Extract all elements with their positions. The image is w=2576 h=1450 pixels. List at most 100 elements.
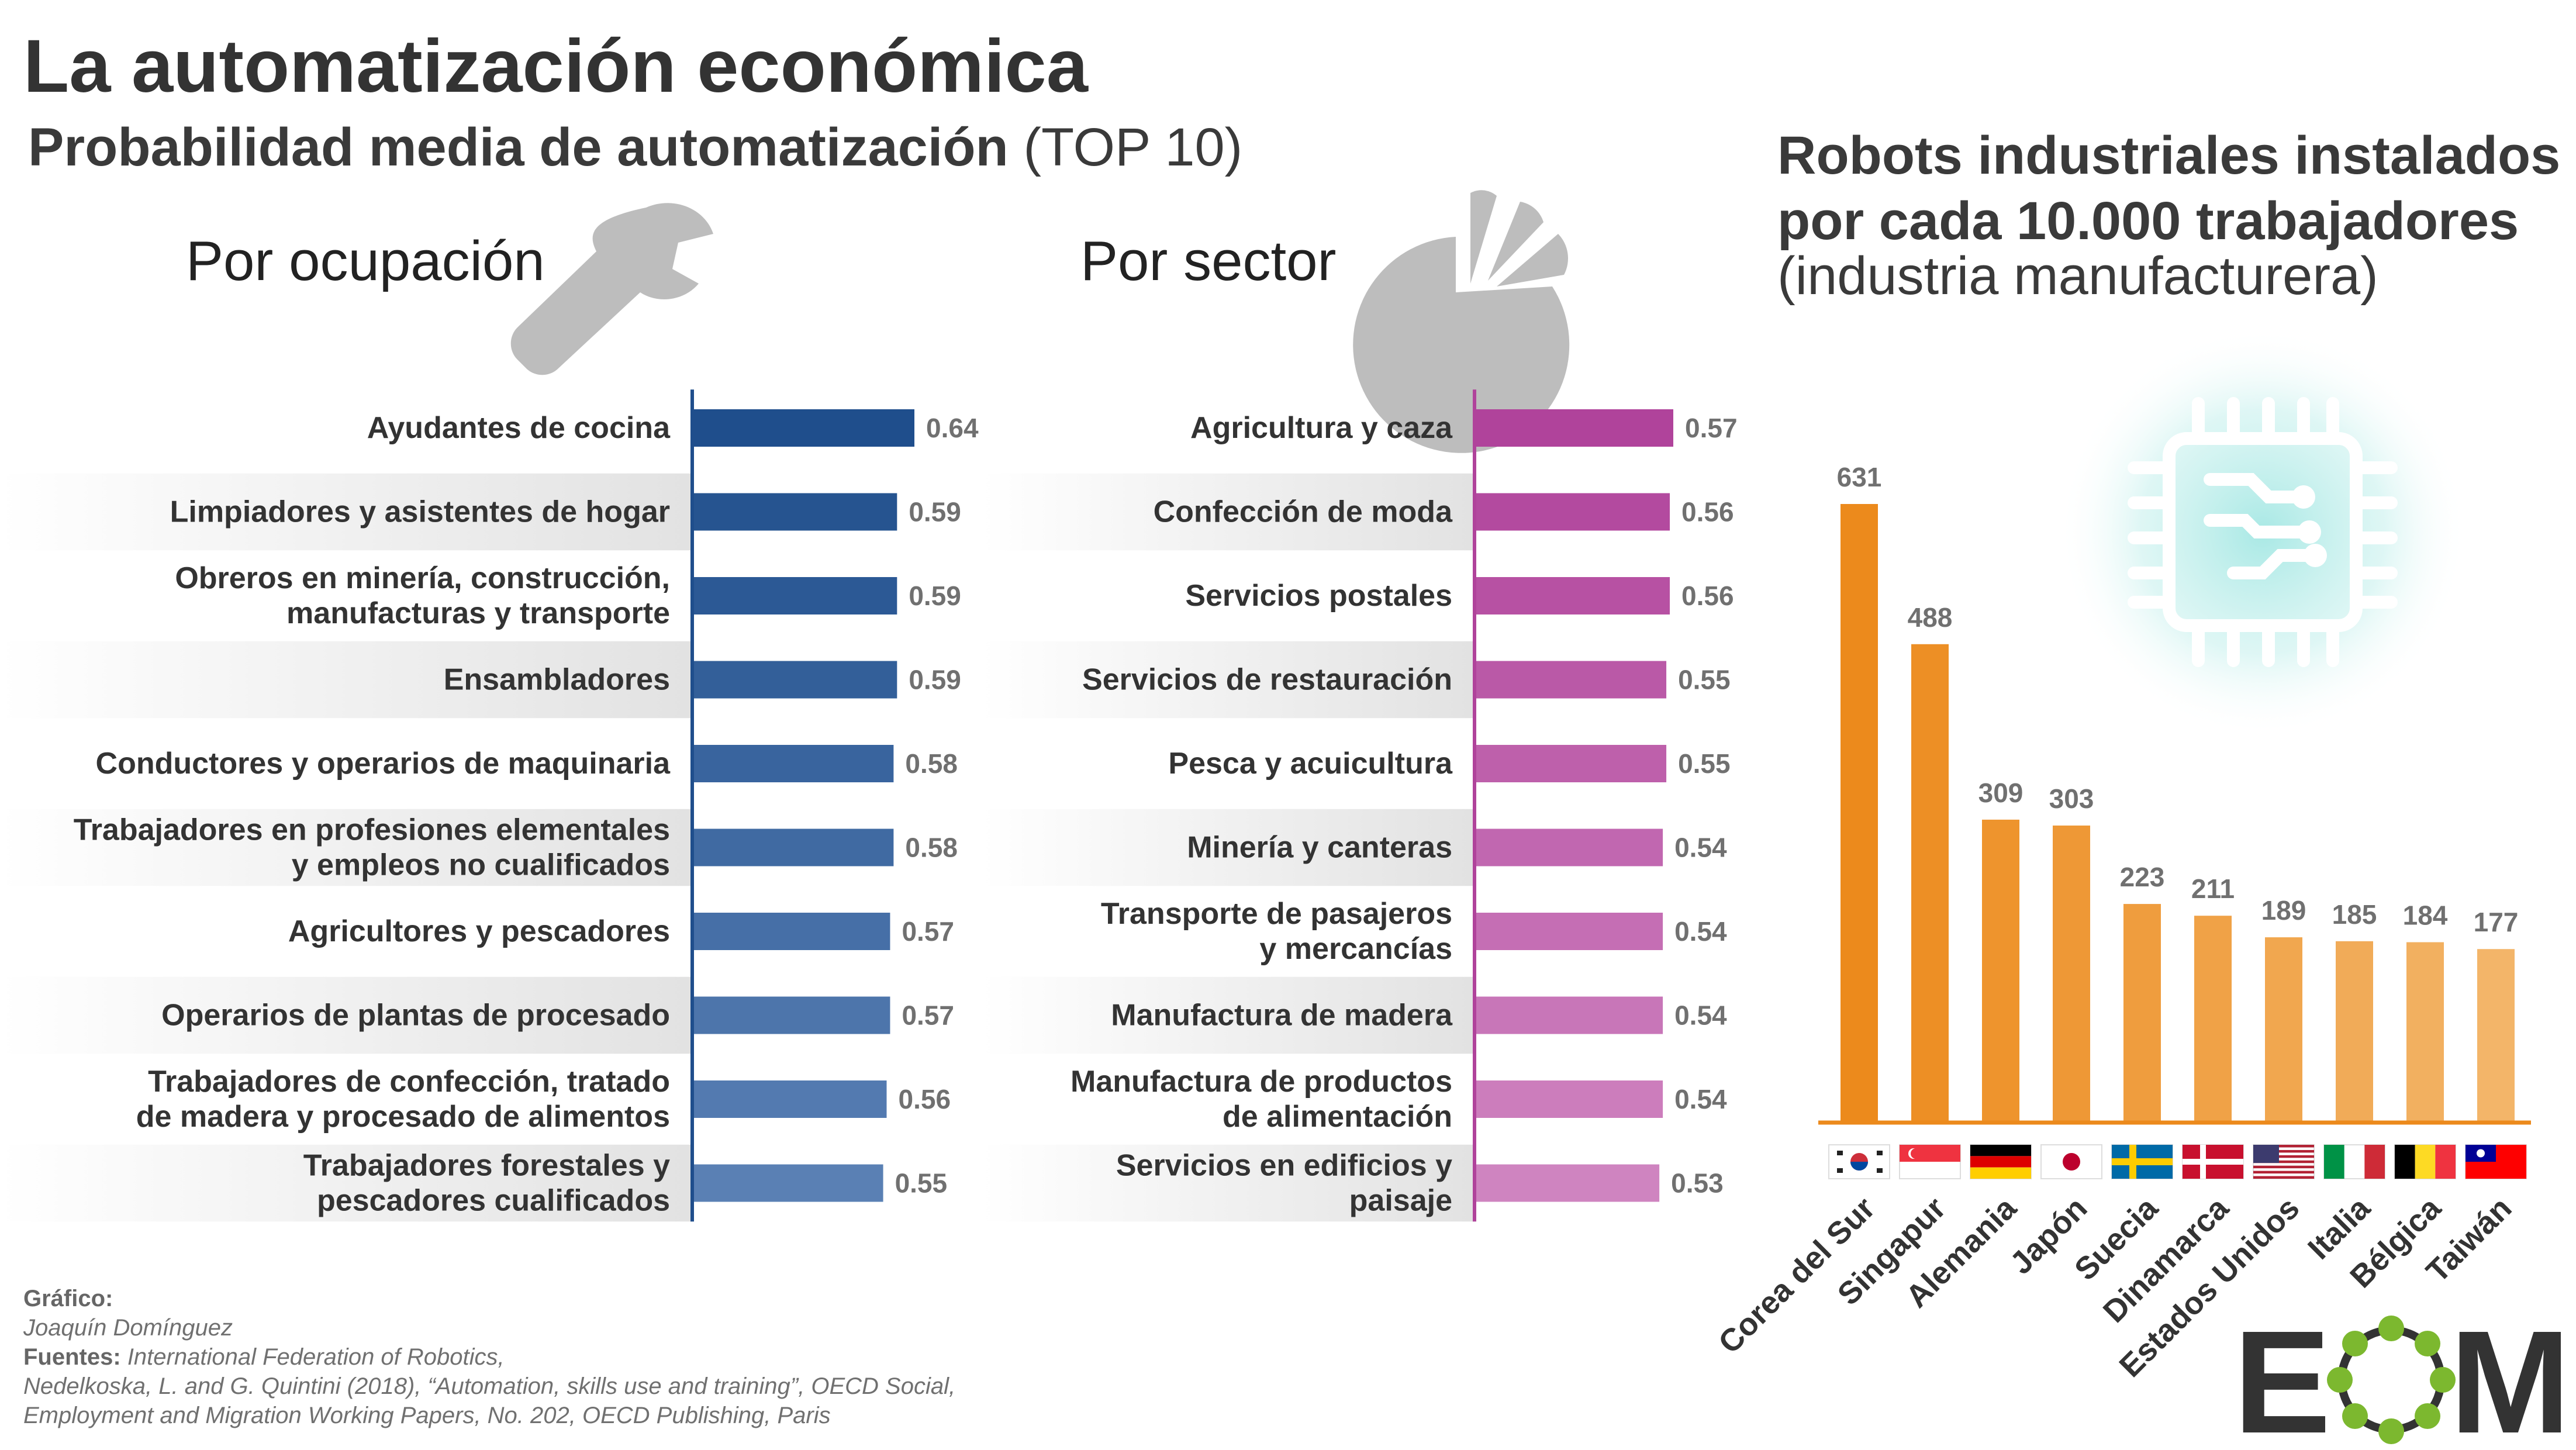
tw-flag-icon	[2465, 1144, 2527, 1179]
bar	[1475, 1164, 1660, 1202]
category-label: Ayudantes de cocina	[367, 411, 671, 445]
dk-flag-icon	[2182, 1144, 2244, 1179]
category-label: Minería y canteras	[1187, 831, 1452, 865]
category-label: Confección de moda	[1154, 495, 1453, 529]
value-label: 631	[1837, 462, 1882, 492]
sector-section-label: Por sector	[1080, 230, 1337, 292]
value-label: 0.59	[909, 497, 961, 527]
bar	[692, 493, 897, 531]
se-flag-icon	[2111, 1144, 2173, 1179]
value-label: 0.59	[909, 581, 961, 611]
it-flag-icon	[2323, 1144, 2385, 1179]
row-band	[982, 1144, 1475, 1222]
graphic-author: Joaquín Domínguez	[23, 1315, 233, 1341]
value-label: 0.59	[909, 665, 961, 695]
bar	[1475, 828, 1663, 866]
sources-line3: Employment and Migration Working Papers,…	[23, 1403, 831, 1428]
value-label: 0.55	[1678, 748, 1731, 779]
category-label: Servicios en edificios y	[1116, 1149, 1452, 1183]
page-title: La automatización económica	[23, 25, 1088, 108]
chart-subtitle: Probabilidad media de automatización (TO…	[28, 117, 1242, 178]
bar	[692, 1164, 883, 1202]
category-label: Trabajadores en profesiones elementales	[74, 813, 670, 847]
bar	[1475, 661, 1667, 699]
value-label: 0.55	[1678, 665, 1731, 695]
category-label: Manufactura de productos	[1071, 1065, 1452, 1099]
value-label: 184	[2403, 900, 2448, 930]
row-band	[982, 473, 1475, 551]
bar	[1475, 745, 1667, 782]
bar	[2194, 916, 2232, 1123]
be-flag-icon	[2394, 1144, 2456, 1179]
bar	[1911, 644, 1949, 1123]
bar	[2477, 949, 2515, 1123]
value-label: 211	[2191, 874, 2235, 904]
eom-logo: E M	[2233, 1316, 2561, 1444]
category-label: Trabajadores de confección, tratado	[148, 1065, 670, 1099]
occupation-section-label: Por ocupación	[186, 230, 545, 292]
value-label: 0.57	[902, 1000, 954, 1031]
value-label: 309	[1978, 778, 2023, 808]
bar	[692, 661, 897, 699]
sources-line1: International Federation of Robotics,	[127, 1344, 505, 1370]
bar	[692, 1080, 887, 1118]
row-band	[0, 1144, 692, 1222]
robots-chart-subtitle: (industria manufacturera)	[1777, 246, 2378, 306]
value-label: 0.54	[1674, 833, 1727, 863]
value-label: 0.57	[902, 916, 954, 947]
category-label: pescadores cualificados	[317, 1184, 670, 1218]
subtitle-light: (TOP 10)	[1023, 118, 1243, 177]
credits: Gráfico: Joaquín Domínguez Fuentes: Inte…	[23, 1284, 955, 1430]
row-band	[0, 473, 692, 551]
category-label: Manufactura de madera	[1111, 999, 1453, 1033]
category-label: Transporte de pasajeros	[1101, 897, 1452, 931]
bar	[2265, 937, 2302, 1123]
row-band	[0, 809, 692, 886]
category-label: Limpiadores y asistentes de hogar	[170, 495, 670, 529]
value-label: 0.57	[1685, 413, 1738, 443]
value-label: 0.53	[1671, 1168, 1724, 1199]
value-label: 0.56	[899, 1084, 951, 1114]
value-label: 0.58	[905, 748, 958, 779]
bar	[1475, 996, 1663, 1034]
category-label: Conductores y operarios de maquinaria	[96, 747, 671, 781]
row-band	[0, 976, 692, 1054]
category-label: manufacturas y transporte	[286, 596, 670, 630]
category-label: Pesca y acuicultura	[1168, 747, 1453, 781]
sg-flag-icon	[1899, 1144, 1961, 1179]
value-label: 223	[2120, 862, 2165, 892]
bar	[1841, 504, 1878, 1123]
category-label: de madera y procesado de alimentos	[136, 1100, 670, 1134]
bar	[2053, 825, 2090, 1123]
value-label: 177	[2474, 907, 2519, 937]
occupation-bar-chart: Ayudantes de cocina 0.64 Limpiadores y asi…	[0, 389, 979, 1222]
value-label: 0.64	[926, 413, 979, 443]
bar	[1475, 409, 1673, 447]
category-label: paisaje	[1349, 1184, 1452, 1218]
bar	[692, 409, 914, 447]
bar	[2336, 941, 2373, 1123]
pie-icon	[1353, 190, 1570, 453]
bar	[1475, 1080, 1663, 1118]
bar	[2406, 942, 2444, 1123]
value-label: 0.56	[1681, 581, 1734, 611]
row-band	[982, 809, 1475, 886]
bar	[692, 828, 894, 866]
logo-letter-e: E	[2233, 1316, 2331, 1444]
category-label: de alimentación	[1223, 1100, 1452, 1134]
kr-flag-icon	[1828, 1144, 1890, 1179]
category-label: y empleos no cualificados	[292, 848, 670, 882]
category-label: Ensambladores	[444, 663, 670, 697]
category-label: Agricultores y pescadores	[288, 914, 670, 948]
bar	[692, 996, 890, 1034]
bar	[1475, 577, 1670, 614]
de-flag-icon	[1970, 1144, 2032, 1179]
value-label: 189	[2261, 895, 2306, 926]
row-band	[982, 976, 1475, 1054]
us-flag-icon	[2253, 1144, 2315, 1179]
bar	[1475, 493, 1670, 531]
logo-letter-m: M	[2450, 1316, 2561, 1444]
value-label: 0.54	[1674, 916, 1727, 947]
chip-icon	[2058, 327, 2467, 737]
